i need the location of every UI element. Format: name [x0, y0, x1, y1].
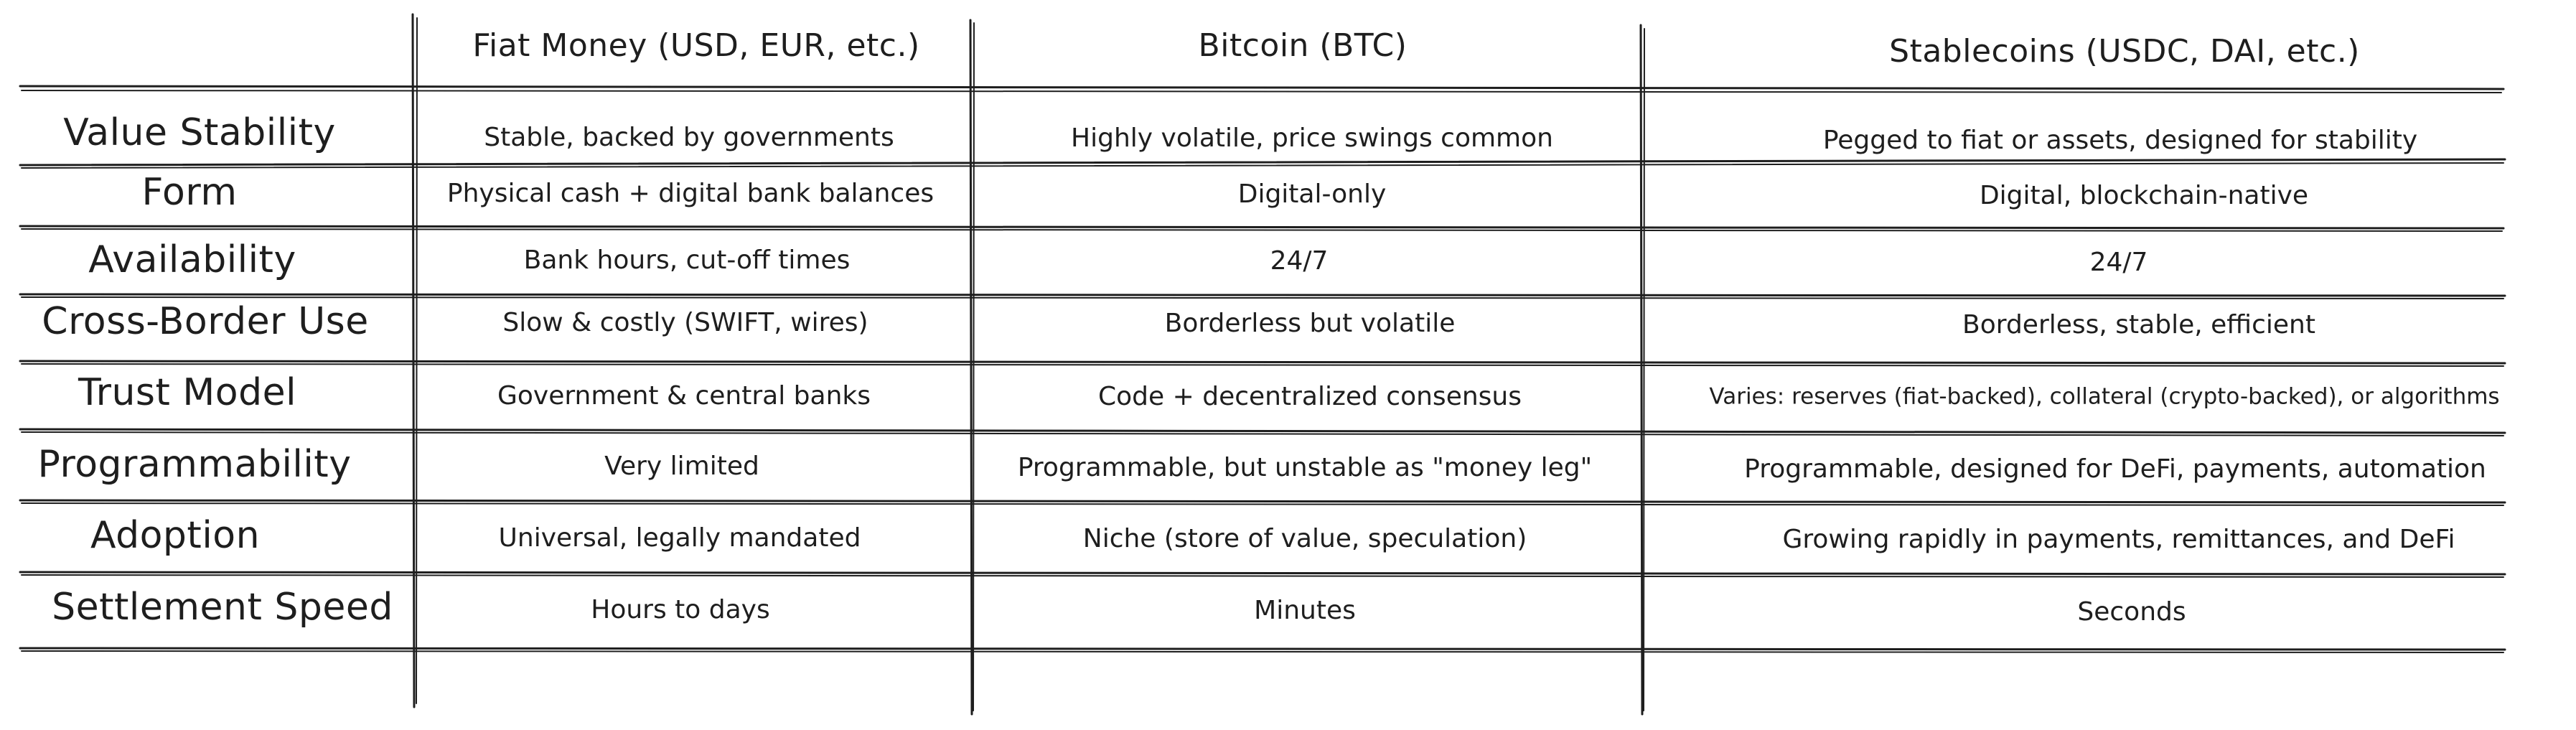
row-divider-6 [19, 428, 2506, 436]
table-cell: Borderless, stable, efficient [1962, 310, 2315, 340]
table-cell: Niche (store of value, speculation) [1082, 524, 1527, 553]
table-cell: Stable, backed by governments [484, 123, 894, 152]
table-cell: Digital-only [1237, 179, 1387, 209]
row-label-form: Form [141, 171, 238, 214]
row-label-value-stability: Value Stability [63, 111, 336, 154]
table-cell: Minutes [1254, 596, 1356, 625]
table-cell: Programmable, but unstable as "money leg… [1017, 453, 1593, 482]
table-cell: Code + decentralized consensus [1098, 382, 1522, 411]
row-divider-5 [19, 360, 2506, 367]
column-header-fiat: Fiat Money (USD, EUR, etc.) [472, 27, 920, 64]
table-cell: Pegged to fiat or assets, designed for s… [1822, 126, 2418, 155]
column-header-stablecoins: Stablecoins (USDC, DAI, etc.) [1889, 33, 2360, 70]
table-cell: Seconds [2077, 597, 2186, 627]
column-divider-3 [1639, 24, 1645, 716]
table-cell: Government & central banks [497, 381, 871, 411]
table-cell: Digital, blockchain-native [1979, 181, 2309, 210]
row-divider-7 [19, 499, 2506, 506]
table-cell: Slow & costly (SWIFT, wires) [502, 308, 868, 337]
table-cell: Programmable, designed for DeFi, payment… [1744, 454, 2486, 484]
table-cell: 24/7 [2089, 248, 2148, 277]
table-cell: Very limited [604, 451, 759, 481]
row-divider-2 [19, 158, 2506, 169]
table-cell: Physical cash + digital bank balances [446, 179, 935, 208]
row-label-cross-border-use: Cross-Border Use [42, 300, 369, 343]
row-label-adoption: Adoption [90, 514, 261, 557]
table-cell: Hours to days [591, 595, 770, 624]
table-cell: Highly volatile, price swings common [1071, 123, 1553, 153]
row-divider-3 [19, 225, 2505, 232]
row-label-availability: Availability [88, 238, 296, 281]
row-divider-1 [19, 85, 2505, 93]
table-cell: Borderless but volatile [1164, 309, 1456, 338]
column-divider-2 [969, 19, 975, 716]
table-cell: 24/7 [1270, 246, 1329, 276]
table-cell: Growing rapidly in payments, remittances… [1782, 525, 2455, 554]
row-divider-4 [19, 293, 2506, 299]
row-divider-9 [19, 647, 2506, 653]
row-label-settlement-speed: Settlement Speed [52, 586, 393, 629]
table-cell: Bank hours, cut-off times [523, 245, 851, 275]
row-label-programmability: Programmability [37, 443, 352, 486]
column-header-bitcoin: Bitcoin (BTC) [1198, 27, 1408, 64]
row-divider-8 [19, 571, 2506, 578]
table-cell: Universal, legally mandated [498, 523, 861, 553]
row-label-trust-model: Trust Model [78, 371, 297, 414]
table-cell: Varies: reserves (fiat-backed), collater… [1709, 383, 2500, 410]
